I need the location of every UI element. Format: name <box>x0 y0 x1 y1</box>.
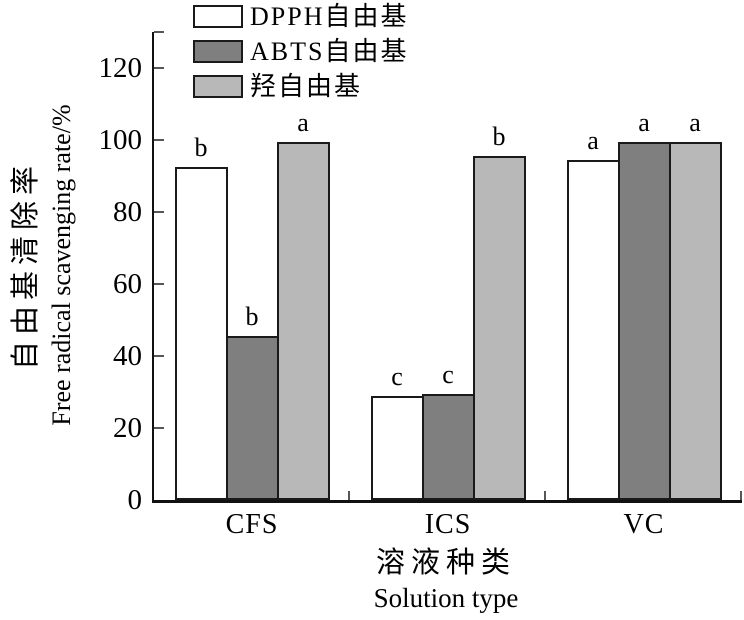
bar-vc-1 <box>617 141 671 500</box>
y-tick-label: 60 <box>113 268 142 300</box>
y-axis-tick <box>154 67 164 69</box>
significance-letter: b <box>492 122 506 152</box>
y-tick-label: 100 <box>98 124 143 156</box>
x-category-label-cfs: CFS <box>225 509 279 540</box>
y-tick-label: 0 <box>127 484 143 516</box>
y-axis-tick <box>154 427 164 429</box>
legend-swatch-dpph <box>193 5 243 28</box>
y-axis-end-tick <box>154 31 164 33</box>
legend: DPPH自由基 ABTS自由基 羟自由基 <box>193 3 408 108</box>
legend-label-dpph: DPPH自由基 <box>250 2 409 31</box>
x-category-label-vc: VC <box>623 509 665 540</box>
legend-label-hydroxyl: 羟自由基 <box>250 72 363 101</box>
legend-swatch-abts <box>193 40 243 63</box>
x-axis-tick <box>740 491 742 500</box>
bar-cfs-0 <box>174 167 228 500</box>
legend-swatch-hydroxyl <box>193 75 243 98</box>
bar-ics-2 <box>472 156 526 500</box>
significance-letter: c <box>442 359 454 389</box>
x-axis-tick <box>348 491 350 500</box>
y-axis-tick <box>154 211 164 213</box>
significance-letter: a <box>638 107 650 137</box>
bar-cfs-2 <box>276 141 330 500</box>
plot-area: 0 20 40 60 80 100 120 b b a CFS c c b ICS a a a VC <box>99 31 742 539</box>
bar-vc-0 <box>566 159 620 500</box>
legend-item-abts: ABTS自由基 <box>193 38 408 65</box>
y-tick-label: 120 <box>98 52 143 84</box>
x-axis-title-chinese: 溶液种类 <box>375 547 516 579</box>
significance-letter: a <box>297 107 309 137</box>
y-axis-title-english: Free radical scavenging rate/% <box>47 104 76 426</box>
legend-item-hydroxyl: 羟自由基 <box>193 73 408 100</box>
y-axis-tick <box>154 139 164 141</box>
x-axis-title-english: Solution type <box>373 583 519 613</box>
bar-cfs-1 <box>225 336 279 500</box>
legend-label-abts: ABTS自由基 <box>250 37 409 66</box>
y-tick-label: 20 <box>113 412 142 444</box>
bar-vc-2 <box>668 141 722 500</box>
legend-item-dpph: DPPH自由基 <box>193 3 408 30</box>
y-tick-label: 40 <box>113 340 142 372</box>
bar-ics-1 <box>421 393 475 500</box>
significance-letter: a <box>689 107 701 137</box>
x-axis-tick <box>544 491 546 500</box>
y-axis-title-chinese: 自由基清除率 <box>10 160 42 371</box>
y-tick-label: 80 <box>113 196 142 228</box>
significance-letter: c <box>391 361 403 391</box>
significance-letter: a <box>587 125 599 155</box>
bar-ics-0 <box>370 395 424 500</box>
significance-letter: b <box>245 302 259 332</box>
y-axis-tick <box>154 355 164 357</box>
y-axis-tick <box>154 283 164 285</box>
x-category-label-ics: ICS <box>424 509 472 540</box>
significance-letter: b <box>194 133 208 162</box>
